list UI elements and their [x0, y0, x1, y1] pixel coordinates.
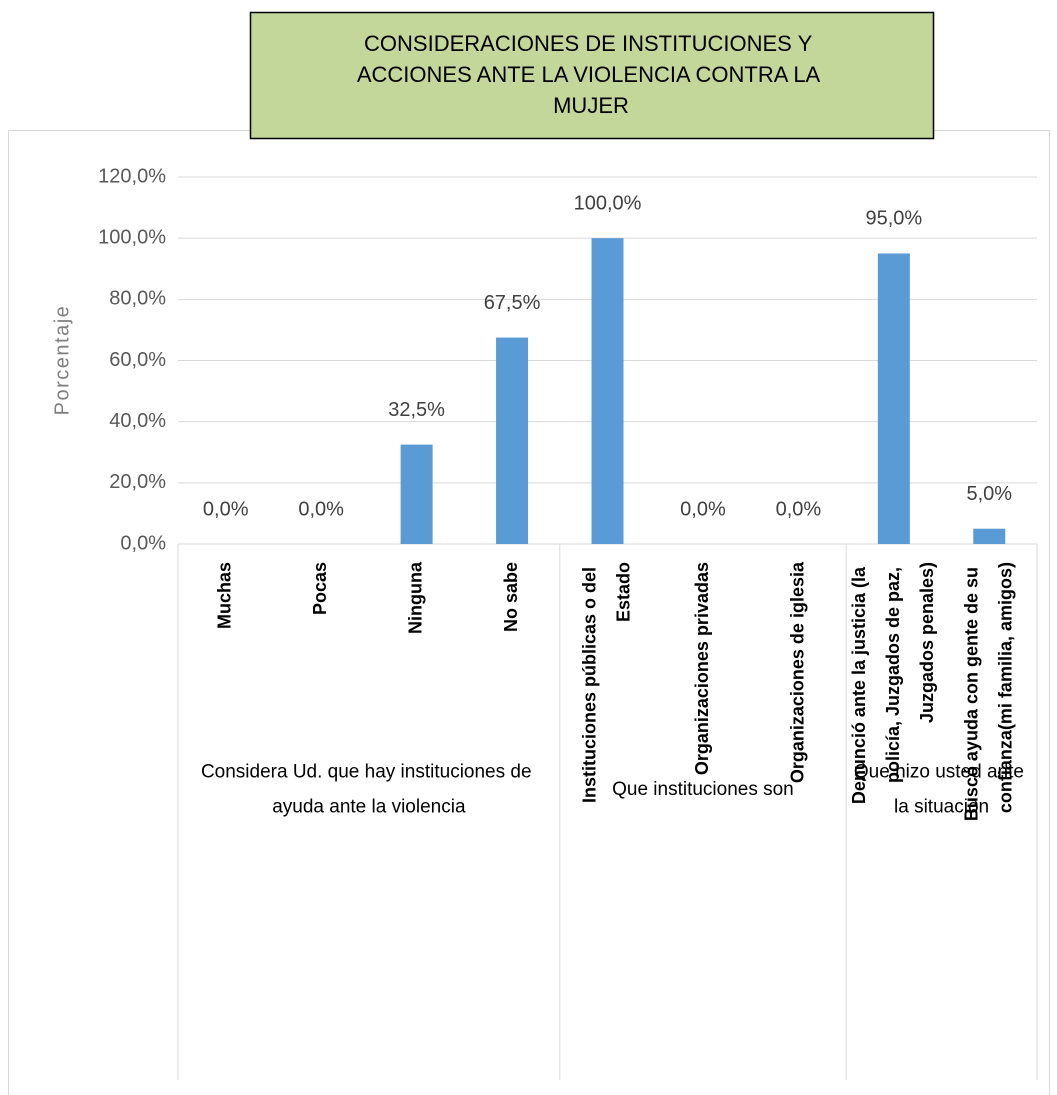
x-tick-label: No sabe — [501, 562, 521, 632]
group-label: Que hizo usted ante la situación — [854, 762, 1029, 818]
y-tick-label: 120,0% — [98, 165, 166, 187]
x-tick-label-group: Organizaciones de iglesia — [787, 561, 807, 783]
x-tick-label: Organizaciones de iglesia — [787, 561, 807, 783]
y-tick-label: 80,0% — [109, 288, 166, 310]
y-tick-label: 20,0% — [109, 471, 166, 493]
bar — [496, 337, 529, 544]
y-tick-label: 100,0% — [98, 226, 166, 248]
data-label: 0,0% — [298, 498, 344, 520]
y-tick-label: 0,0% — [120, 532, 166, 554]
group-label: Que instituciones son — [612, 779, 794, 800]
x-tick-label-group: Organizaciones privadas — [692, 562, 712, 775]
bar — [877, 253, 910, 545]
x-tick-label-group: Buscó ayuda con gente de su confianza(mi… — [961, 562, 1015, 821]
x-tick-label: Denunció ante la justicia (la policía, J… — [849, 562, 937, 804]
x-tick-label: Buscó ayuda con gente de su confianza(mi… — [961, 562, 1015, 821]
y-axis-label: Porcentaje — [51, 305, 73, 416]
chart-title: CONSIDERACIONES DE INSTITUCIONES Y ACCIO… — [357, 31, 825, 118]
bar — [400, 444, 433, 544]
data-label: 0,0% — [680, 498, 726, 520]
x-tick-label-group: Instituciones públicas o del Estado — [579, 562, 633, 803]
x-tick-label-group: Ninguna — [405, 561, 425, 634]
data-label: 0,0% — [203, 498, 249, 520]
data-label: 5,0% — [966, 483, 1012, 505]
data-label: 95,0% — [865, 208, 922, 230]
y-tick-label: 60,0% — [109, 349, 166, 371]
data-label: 0,0% — [776, 498, 822, 520]
x-tick-label-group: No sabe — [501, 562, 521, 632]
x-tick-label: Ninguna — [405, 561, 425, 634]
x-tick-label: Pocas — [310, 562, 330, 615]
group-label: Considera Ud. que hay instituciones de a… — [201, 762, 537, 818]
y-tick-label: 40,0% — [109, 410, 166, 432]
x-tick-label-group: Denunció ante la justicia (la policía, J… — [849, 562, 937, 804]
x-tick-label: Instituciones públicas o del Estado — [579, 562, 633, 803]
x-tick-label: Muchas — [214, 562, 234, 629]
bar — [591, 238, 624, 544]
x-tick-label-group: Muchas — [214, 562, 234, 629]
chart-border — [8, 130, 1050, 1095]
x-tick-label-group: Pocas — [310, 562, 330, 615]
data-label: 32,5% — [388, 399, 445, 421]
data-label: 100,0% — [574, 192, 642, 214]
bar — [973, 528, 1006, 544]
title-box — [249, 11, 935, 140]
x-tick-label: Organizaciones privadas — [692, 562, 712, 775]
data-label: 67,5% — [484, 292, 541, 314]
